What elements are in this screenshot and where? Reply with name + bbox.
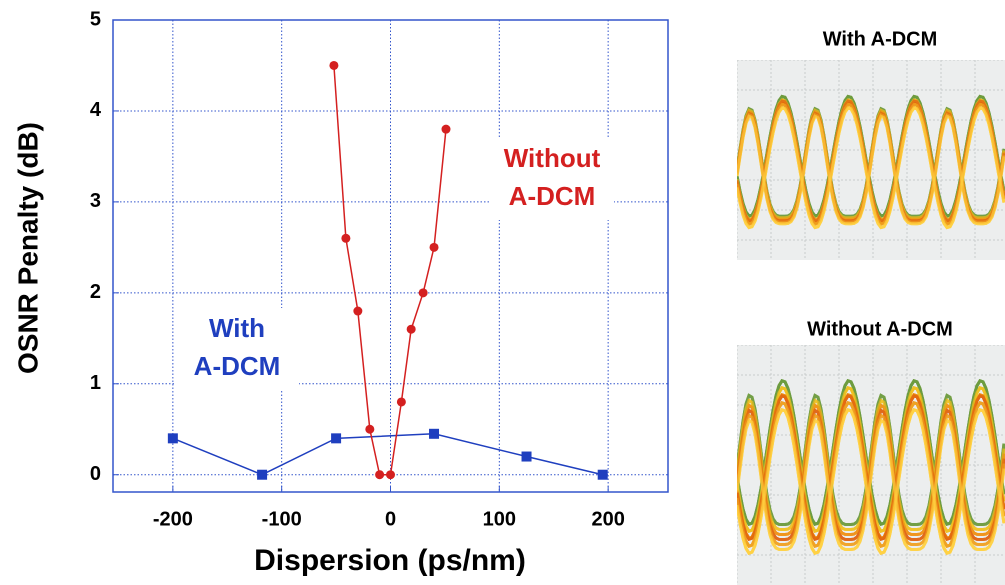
- y-tick-label: 5: [90, 8, 101, 30]
- marker: [341, 234, 350, 243]
- x-tick-label: 0: [385, 508, 396, 530]
- annotation: With: [209, 313, 265, 343]
- y-tick-label: 3: [90, 190, 101, 212]
- y-tick-label: 0: [90, 463, 101, 485]
- marker: [353, 307, 362, 316]
- annotation: A-DCM: [509, 181, 596, 211]
- marker: [329, 61, 338, 70]
- eye-diagram: [737, 345, 1005, 585]
- marker: [430, 243, 439, 252]
- y-axis-title: OSNR Penalty (dB): [12, 122, 43, 374]
- panel-title: With A-DCM: [823, 28, 938, 50]
- marker: [397, 397, 406, 406]
- marker: [375, 470, 384, 479]
- x-tick-label: 200: [591, 508, 624, 530]
- y-tick-label: 2: [90, 281, 101, 303]
- y-tick-label: 1: [90, 372, 101, 394]
- marker: [168, 433, 178, 443]
- marker: [257, 470, 267, 480]
- eye-diagram: [737, 60, 1005, 260]
- page: Dispersion (ps/nm) OSNR Penalty (dB) Wit…: [0, 0, 1005, 585]
- marker: [419, 288, 428, 297]
- marker: [598, 470, 608, 480]
- marker: [386, 470, 395, 479]
- marker: [429, 429, 439, 439]
- panel-title: Without A-DCM: [807, 318, 953, 340]
- marker: [365, 425, 374, 434]
- chart: Dispersion (ps/nm) OSNR Penalty (dB) Wit…: [0, 0, 1005, 585]
- annotation: Without: [504, 143, 601, 173]
- x-tick-label: -100: [262, 508, 302, 530]
- marker: [331, 433, 341, 443]
- marker: [407, 325, 416, 334]
- y-tick-label: 4: [90, 99, 102, 121]
- marker: [522, 452, 532, 462]
- marker: [442, 125, 451, 134]
- x-tick-label: -200: [153, 508, 193, 530]
- x-tick-label: 100: [483, 508, 516, 530]
- annotation: A-DCM: [194, 351, 281, 381]
- x-axis-title: Dispersion (ps/nm): [254, 544, 526, 577]
